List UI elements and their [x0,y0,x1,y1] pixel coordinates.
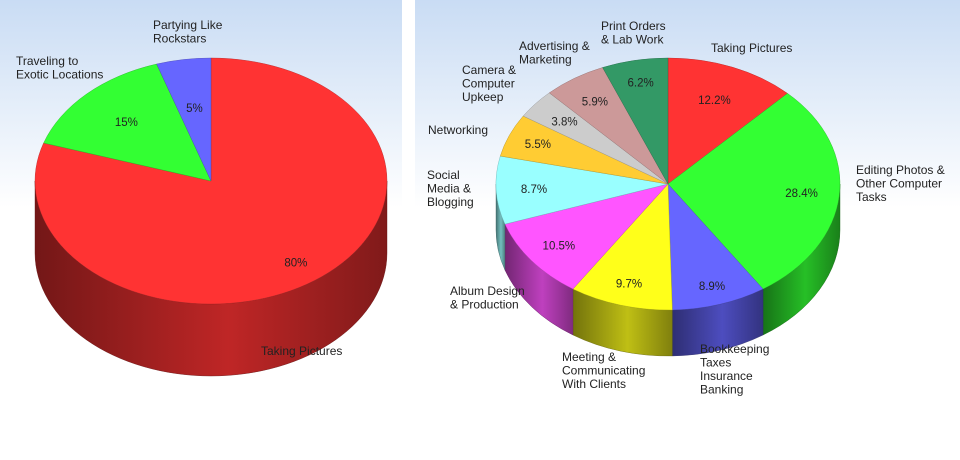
pie-top [34,57,388,305]
pie-slice-album-design-production [504,183,669,290]
category-label: Print Orders & Lab Work [601,19,666,47]
category-label: Bookkeeping Taxes Insurance Banking [700,342,769,397]
pie-slice-meeting-communicating-with-clients [572,183,673,311]
category-label: Traveling to Exotic Locations [16,54,103,82]
pie-side [495,183,841,357]
data-label: 8.9% [699,281,725,293]
pie-slice-social-media-blogging [495,155,669,225]
category-label: Networking [428,123,488,137]
category-label: Social Media & Blogging [427,168,474,209]
data-label: 15% [115,117,138,129]
pie-slice-bookkeeping-taxes-insurance-banking [667,183,764,311]
category-label: Editing Photos & Other Computer Tasks [856,163,945,204]
pie-slice-taking-pictures [667,57,788,185]
category-label: Meeting & Communicating With Clients [562,350,645,391]
data-label: 6.2% [628,78,654,90]
pie-slice-editing-photos-other-computer-tasks [667,93,841,290]
data-label: 5.5% [525,139,551,151]
data-label: 80% [284,258,307,270]
data-label: 5.9% [582,97,608,109]
pie-slice-partying-like-rockstars [156,57,212,182]
pie-slice-print-orders-lab-work [602,57,669,185]
data-label: 12.2% [698,95,731,107]
pie-slice-taking-pictures [34,57,388,305]
pie-chart-svg: 12.2% 28.4% 8.9% 9.7% 10.5% 8.7% 5.5%3.8% 5.9% 6… [415,0,960,415]
data-label: 8.7% [521,184,547,196]
pie-chart-time-wanted: 80% 15% 5% Taking Pictures Traveling to Exoti… [0,0,402,415]
category-label: Camera & Computer Upkeep [462,63,516,104]
category-label: Taking Pictures [261,344,342,358]
data-label: 9.7% [616,278,642,290]
data-label: 3.8% [551,116,577,128]
pie-slice-traveling-to-exotic-locations [43,63,212,182]
pie-chart-svg: 80% 15% 5% Taking Pictures Traveling to Exoti… [0,0,402,415]
data-label: 5% [186,103,203,115]
category-label: Album Design & Production [450,284,525,312]
pie-chart-time-actual: 12.2% 28.4% 8.9% 9.7% 10.5% 8.7% 5.5% 3.8% 5.9% 6… [415,0,960,415]
data-label: 28.4% [785,188,818,200]
category-label: Advertising & Marketing [519,39,590,67]
data-label: 10.5% [543,240,576,252]
category-label: Partying Like Rockstars [153,18,223,46]
category-label: Taking Pictures [711,41,792,55]
pie-top [495,57,841,311]
